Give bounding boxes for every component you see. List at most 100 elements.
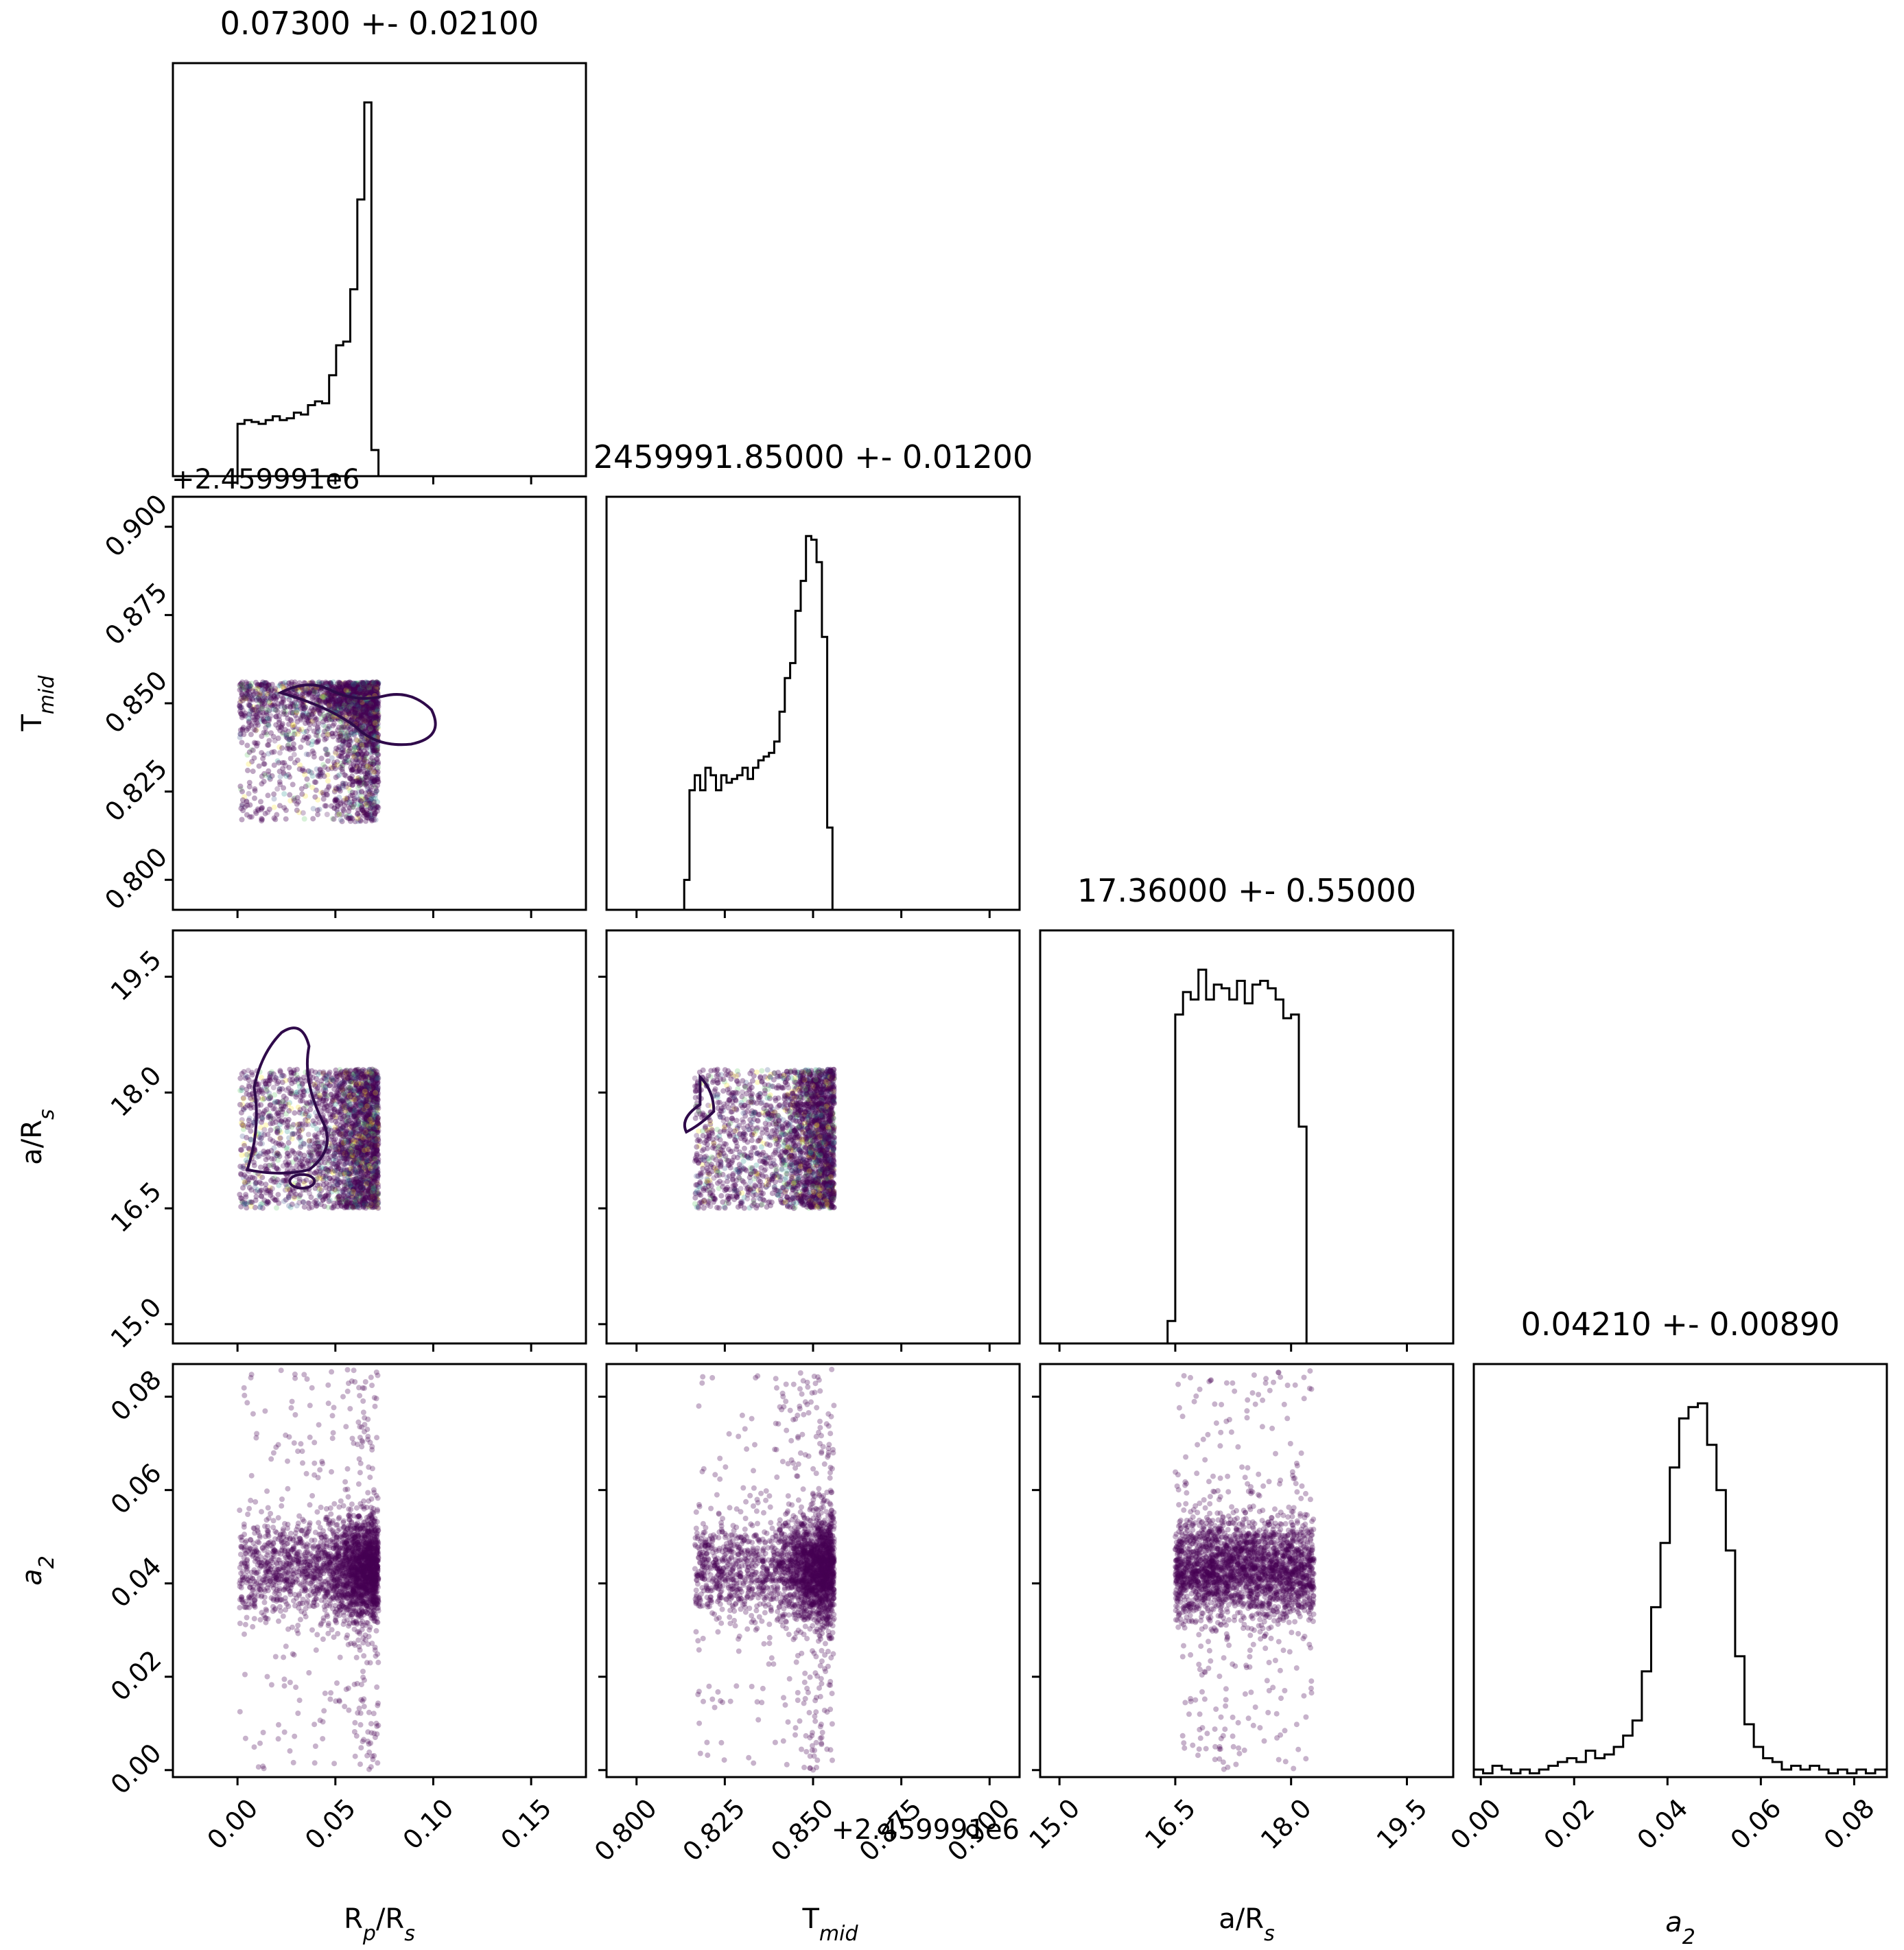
scatter-point	[371, 723, 377, 729]
scatter-point	[362, 742, 368, 748]
scatter-point	[359, 688, 365, 694]
scatter-point	[366, 683, 372, 690]
scatter-point	[370, 705, 376, 711]
scatter-point	[349, 768, 355, 773]
scatter-point	[338, 747, 344, 753]
scatter-point	[368, 764, 374, 771]
scatter-point	[246, 784, 252, 790]
scatter-point	[312, 695, 318, 701]
scatter-point	[363, 711, 369, 717]
scatter-point	[338, 701, 344, 707]
scatter-point	[283, 712, 290, 718]
scatter-point	[367, 699, 373, 705]
scatter-point	[359, 788, 364, 795]
scatter-point	[364, 703, 370, 709]
scatter-point	[355, 690, 361, 696]
scatter-point	[336, 734, 341, 740]
scatter-point	[259, 817, 266, 823]
scatter-point	[318, 1164, 325, 1171]
scatter-point	[352, 718, 358, 724]
scatter-point	[362, 686, 368, 692]
scatter-point	[363, 703, 369, 709]
scatter-point	[347, 745, 353, 751]
scatter-point	[301, 714, 307, 720]
scatter-point	[320, 732, 327, 738]
scatter-point	[354, 692, 360, 698]
scatter-point	[373, 731, 379, 737]
scatter-point	[355, 744, 362, 751]
scatter-point	[238, 696, 244, 701]
scatter-point	[266, 682, 272, 688]
scatter-point	[366, 707, 372, 714]
scatter-point	[320, 693, 327, 699]
scatter-point	[374, 747, 380, 752]
scatter-point	[368, 792, 374, 798]
scatter-point	[271, 695, 277, 701]
scatter-point	[265, 692, 271, 698]
scatter-point	[349, 790, 355, 795]
scatter-point	[333, 1092, 340, 1099]
scatter-point	[272, 1099, 278, 1105]
scatter-point	[349, 773, 355, 779]
scatter-point	[343, 814, 349, 820]
scatter-point	[305, 691, 312, 697]
scatter-point	[248, 708, 254, 714]
scatter-point	[346, 689, 353, 695]
scatter-point	[340, 702, 346, 708]
scatter-point	[368, 779, 374, 785]
scatter-point	[341, 688, 347, 694]
scatter-point	[340, 698, 346, 705]
scatter-point	[360, 756, 365, 762]
scatter-point	[309, 742, 315, 748]
scatter-point	[358, 690, 364, 696]
scatter-point	[372, 706, 377, 712]
scatter-point	[371, 720, 377, 727]
scatter-point	[363, 718, 369, 725]
scatter-point	[364, 701, 371, 707]
scatter-point	[367, 687, 373, 693]
scatter-point	[281, 791, 287, 797]
scatter-point	[368, 728, 373, 733]
scatter-point	[366, 726, 372, 732]
scatter-point	[349, 700, 355, 706]
scatter-point	[303, 793, 308, 799]
scatter-point	[261, 717, 266, 723]
scatter-point	[257, 690, 263, 696]
scatter-point	[279, 683, 285, 690]
scatter-point	[317, 710, 323, 716]
scatter-point	[360, 684, 366, 690]
scatter-point	[373, 686, 379, 692]
scatter-point	[242, 696, 248, 701]
scatter-point	[238, 1203, 244, 1210]
scatter-point	[277, 1135, 283, 1141]
scatter-point	[371, 683, 377, 689]
scatter-point	[356, 755, 362, 761]
scatter-point	[322, 699, 328, 705]
scatter-point	[349, 707, 355, 713]
scatter-point	[357, 687, 363, 693]
scatter-point	[366, 798, 373, 804]
scatter-point	[243, 1192, 249, 1198]
scatter-point	[368, 709, 374, 715]
scatter-point	[252, 727, 259, 733]
scatter-point	[357, 701, 363, 707]
scatter-point	[354, 742, 360, 748]
scatter-point	[370, 723, 375, 728]
scatter-point	[305, 740, 312, 746]
scatter-point	[352, 705, 358, 710]
scatter-point	[326, 1199, 332, 1204]
scatter-point	[330, 733, 336, 740]
scatter-point	[316, 806, 322, 812]
scatter-point	[373, 716, 379, 722]
scatter-point	[371, 687, 377, 693]
scatter-point	[341, 808, 347, 814]
scatter-point	[306, 690, 312, 695]
scatter-point	[304, 735, 310, 741]
scatter-point	[237, 682, 243, 688]
scatter-point	[237, 703, 243, 709]
scatter-point	[246, 702, 252, 708]
scatter-point	[301, 729, 307, 735]
scatter-point	[259, 705, 265, 712]
scatter-point	[329, 731, 335, 737]
scatter-point	[249, 696, 255, 702]
